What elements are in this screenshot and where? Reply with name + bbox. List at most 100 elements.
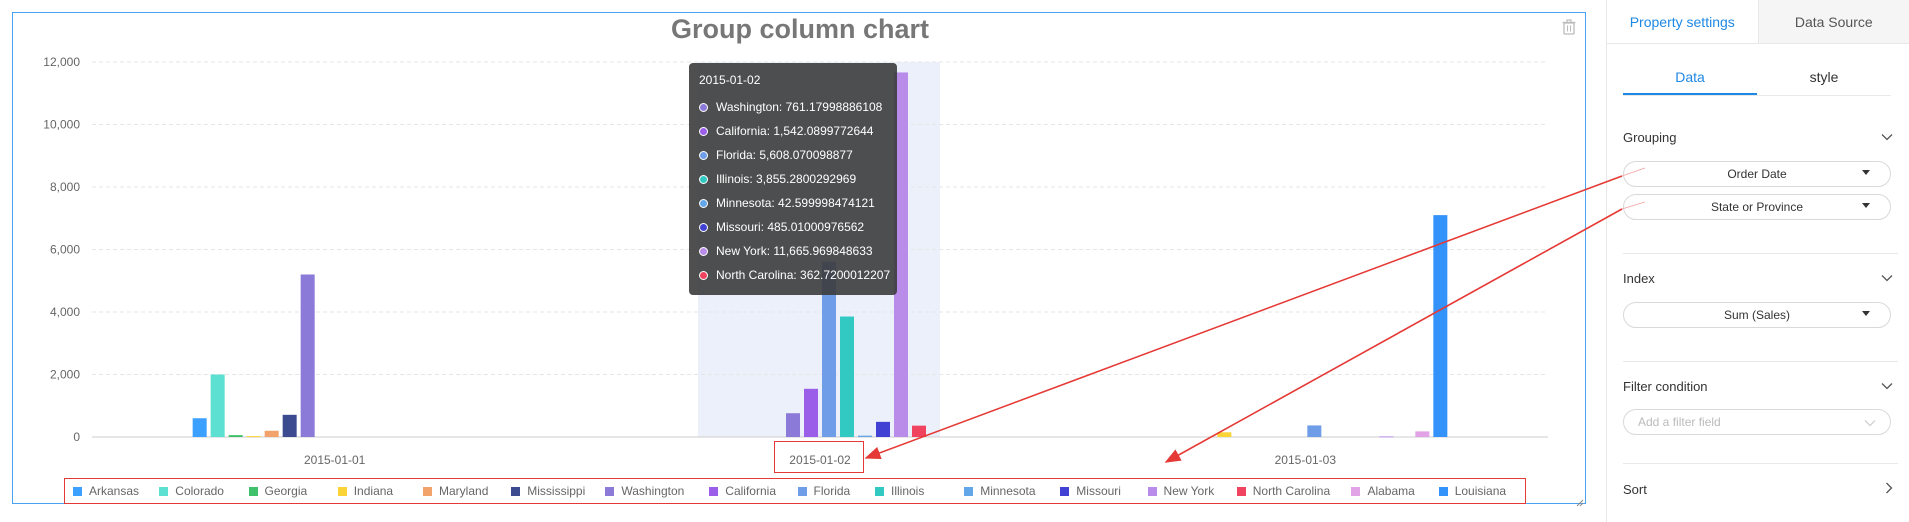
filter-label: Filter condition — [1623, 378, 1708, 394]
resize-handle-icon[interactable] — [1576, 494, 1584, 507]
legend-label: Washington — [621, 484, 685, 498]
filter-placeholder: Add a filter field — [1638, 415, 1721, 429]
trash-icon[interactable] — [1560, 18, 1578, 36]
y-tick-label: 2,000 — [50, 368, 80, 382]
legend-item[interactable]: Illinois — [874, 484, 964, 498]
panel-tabs: Property settings Data Source — [1607, 0, 1909, 44]
bar — [210, 374, 225, 437]
chevron-down-icon[interactable] — [1881, 379, 1893, 393]
subtab-style[interactable]: style — [1809, 69, 1839, 85]
legend-item[interactable]: North Carolina — [1236, 484, 1352, 498]
y-tick-label: 12,000 — [43, 55, 80, 69]
legend-item[interactable]: Alabama — [1351, 484, 1438, 498]
legend-label: Minnesota — [980, 484, 1036, 498]
tooltip-dot — [699, 222, 708, 232]
tooltip-dot — [699, 102, 708, 112]
field-label: Order Date — [1727, 167, 1787, 181]
legend-swatch — [1351, 486, 1361, 496]
legend-item[interactable]: Arkansas — [73, 484, 159, 498]
legend-item[interactable]: Minnesota — [964, 484, 1060, 498]
chevron-down-icon — [1864, 416, 1876, 430]
legend-item[interactable]: Washington — [605, 484, 709, 498]
grouping-header[interactable]: Grouping — [1623, 127, 1893, 147]
grouping-field-order-date[interactable]: Order Date — [1623, 161, 1891, 187]
legend-label: Illinois — [890, 484, 925, 498]
bar — [1433, 215, 1448, 437]
tooltip-dot — [699, 198, 708, 208]
legend-item[interactable]: Georgia — [248, 484, 338, 498]
filter-section: Filter condition Add a filter field — [1623, 376, 1893, 435]
legend-item[interactable]: Colorado — [159, 484, 248, 498]
tooltip-dot — [699, 174, 708, 184]
legend-label: Indiana — [353, 484, 394, 498]
tab-property-settings[interactable]: Property settings — [1607, 0, 1759, 43]
legend-swatch — [1236, 486, 1246, 496]
property-panel: Property settings Data Source Data style… — [1606, 0, 1909, 522]
legend-swatch — [874, 486, 884, 496]
y-tick-label: 4,000 — [50, 305, 80, 319]
legend-label: Colorado — [175, 484, 224, 498]
bar — [912, 425, 926, 437]
index-field-sum-sales[interactable]: Sum (Sales) — [1623, 302, 1891, 328]
chevron-right-icon[interactable] — [1885, 482, 1893, 497]
legend-label: Georgia — [264, 484, 308, 498]
legend-item[interactable]: Indiana — [337, 484, 423, 498]
legend-swatch — [423, 486, 433, 496]
legend-item[interactable]: Missouri — [1060, 484, 1147, 498]
legend-swatch — [248, 486, 258, 496]
legend-label: Arkansas — [89, 484, 140, 498]
legend-swatch — [797, 486, 807, 496]
sort-header[interactable]: Sort — [1623, 479, 1893, 499]
bar — [192, 418, 207, 437]
caret-down-icon — [1862, 203, 1870, 208]
bar — [876, 421, 890, 437]
tooltip-title: 2015-01-02 — [699, 73, 761, 87]
x-tick-label: 2015-01-02 — [789, 453, 851, 467]
divider — [1623, 253, 1898, 254]
y-tick-label: 10,000 — [43, 118, 80, 132]
tooltip-label: Washington: 761.17998886108 — [716, 100, 883, 114]
sub-tabs: Data style — [1623, 62, 1891, 96]
x-tick-label: 2015-01-01 — [304, 453, 366, 467]
divider — [1623, 463, 1898, 464]
sort-section: Sort — [1623, 479, 1893, 499]
legend-item[interactable]: Louisiana — [1438, 484, 1525, 498]
grouping-label: Grouping — [1623, 129, 1677, 145]
bar — [804, 388, 818, 437]
tab-data-source[interactable]: Data Source — [1758, 0, 1909, 43]
filter-header[interactable]: Filter condition — [1623, 376, 1893, 396]
legend-item[interactable]: Mississippi — [511, 484, 605, 498]
legend-item[interactable]: California — [709, 484, 797, 498]
legend-label: Maryland — [439, 484, 489, 498]
tooltip-label: New York: 11,665.969848633 — [716, 244, 873, 258]
legend-item[interactable]: New York — [1147, 484, 1237, 498]
bar — [246, 436, 261, 438]
index-section: Index Sum (Sales) — [1623, 268, 1893, 328]
tooltip-row: Illinois: 3,855.2800292969 — [699, 167, 887, 191]
chevron-down-icon[interactable] — [1881, 130, 1893, 144]
legend-label: Louisiana — [1454, 484, 1507, 498]
tooltip-row: North Carolina: 362.7200012207 — [699, 263, 890, 287]
bar — [228, 435, 243, 437]
y-tick-label: 0 — [73, 430, 80, 444]
bar — [1379, 436, 1394, 438]
subtab-data[interactable]: Data — [1623, 62, 1757, 95]
legend-item[interactable]: Florida — [797, 484, 875, 498]
legend-swatch — [1060, 486, 1070, 496]
grouping-field-state[interactable]: State or Province — [1623, 194, 1891, 220]
tooltip-label: Illinois: 3,855.2800292969 — [716, 172, 857, 186]
legend-label: Mississippi — [527, 484, 586, 498]
index-header[interactable]: Index — [1623, 268, 1893, 288]
filter-field-input[interactable]: Add a filter field — [1623, 409, 1891, 435]
chevron-down-icon[interactable] — [1881, 271, 1893, 285]
tooltip-dot — [699, 126, 708, 136]
tooltip-row: Florida: 5,608.070098877 — [699, 143, 887, 167]
legend-swatch — [709, 486, 719, 496]
legend-label: Alabama — [1367, 484, 1415, 498]
tooltip-row: New York: 11,665.969848633 — [699, 239, 887, 263]
legend-swatch — [511, 486, 521, 496]
legend-label: Missouri — [1076, 484, 1121, 498]
index-label: Index — [1623, 270, 1655, 286]
bar — [1307, 425, 1322, 437]
legend-item[interactable]: Maryland — [423, 484, 511, 498]
